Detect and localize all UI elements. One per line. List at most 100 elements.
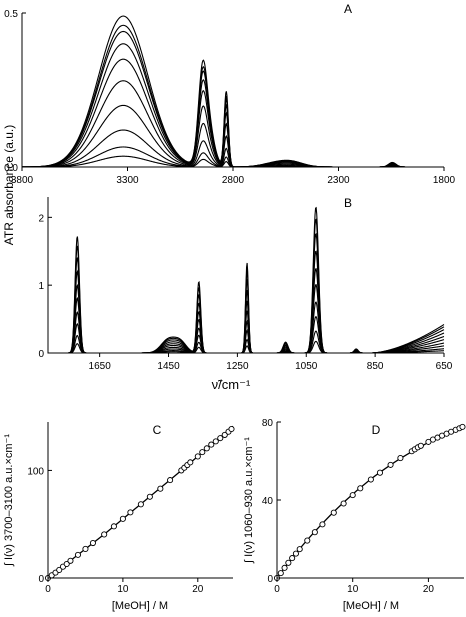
- panel-c-x-tick-label: 0: [45, 584, 51, 595]
- panel-b-x-tick-label: 1050: [295, 361, 318, 372]
- panel-c-y-axis-label: ∫ I(ν) 3700–3100 a.u.×cm⁻¹: [3, 434, 15, 567]
- panel-b-x-tick-label: 650: [436, 361, 453, 372]
- panel-d-x-tick-label: 20: [423, 584, 435, 595]
- panel-d-data-point: [311, 529, 318, 536]
- panel-b: 1650 1450 1250 1050 850 650 0 1 2 B ν̃/cm⁻¹: [38, 196, 452, 392]
- panel-c-data-point: [119, 515, 126, 522]
- panel-c-data-point: [146, 493, 153, 500]
- panel-a-series-line-1: [22, 155, 444, 168]
- panel-a-y-tick-label: 0.0: [4, 163, 18, 174]
- panel-b-x-tick-label: 1450: [157, 361, 180, 372]
- panel-c-data-point: [63, 560, 70, 568]
- panel-d-data-point: [387, 461, 394, 468]
- panel-d: 0 10 20 0 40 80 D [MeOH] / M ∫ I(ν) 1060–930 …: [243, 418, 466, 612]
- shared-y-axis-label: ATR absorbance (a.u.): [2, 125, 16, 246]
- panel-d-data-point: [397, 455, 404, 462]
- panel-d-label: D: [372, 423, 381, 437]
- panel-c-data-point: [194, 453, 201, 460]
- panel-d-fit: [276, 425, 465, 579]
- panel-c: 0 10 20 0 100 C [MeOH] / M ∫ I(ν) 3700–3100 …: [3, 422, 235, 612]
- panel-b-label: B: [344, 196, 352, 210]
- panel-d-data-point: [340, 500, 347, 507]
- panel-d-data-point: [292, 550, 299, 557]
- panel-d-data-point: [319, 521, 326, 528]
- panel-d-data-point: [304, 537, 311, 544]
- panel-c-x-axis-label: [MeOH] / M: [112, 600, 168, 612]
- panel-d-data-point: [417, 442, 424, 449]
- panel-d-y-axis-label: ∫ I(ν) 1060–930 a.u.×cm⁻¹: [243, 437, 255, 564]
- panel-c-label: C: [153, 423, 162, 437]
- panel-d-data-point: [357, 485, 364, 492]
- panel-d-data-point: [289, 555, 296, 562]
- panel-b-x-tick-label: 850: [367, 361, 384, 372]
- panel-d-frame: [276, 422, 464, 579]
- panel-d-y-tick-label: 0: [267, 574, 273, 585]
- panel-c-data-point: [74, 551, 82, 558]
- panel-d-data-point: [349, 492, 356, 499]
- panel-c-data-point: [199, 449, 206, 456]
- panel-b-x-axis-label: ν̃/cm⁻¹: [212, 377, 251, 392]
- panel-d-fit-line: [276, 425, 465, 579]
- panel-c-data-point: [228, 425, 235, 433]
- panel-c-y-tick-label: 100: [27, 466, 44, 477]
- panel-c-ticks: 0 10 20 0 100: [27, 466, 203, 595]
- panel-d-x-tick-label: 0: [274, 584, 280, 595]
- panel-c-data-point: [203, 445, 210, 452]
- panel-c-data-point: [157, 485, 164, 492]
- panel-a-series-line-4: [22, 104, 444, 168]
- panel-d-y-tick-label: 80: [262, 418, 274, 429]
- panel-d-data-point: [296, 546, 303, 553]
- panel-a-series-line-10: [21, 15, 444, 168]
- panel-b-series: [48, 206, 445, 354]
- panel-b-y-tick-label: 0: [38, 349, 44, 360]
- panel-a-frame: [21, 13, 444, 168]
- panel-d-ticks: 0 10 20 0 40 80: [262, 418, 435, 595]
- panel-d-data-point: [285, 559, 292, 566]
- panel-a-series-line-9: [22, 24, 444, 168]
- panel-c-x-tick-label: 20: [192, 584, 204, 595]
- panel-c-data-point: [137, 501, 144, 508]
- panel-a-label: A: [344, 2, 352, 16]
- panel-d-points: [273, 423, 466, 582]
- panel-a-x-tick-label: 3800: [11, 175, 34, 186]
- panel-c-data-point: [82, 545, 89, 553]
- panel-b-x-tick-label: 1650: [89, 361, 112, 372]
- panel-c-points: [44, 425, 235, 582]
- panel-c-data-point: [89, 539, 96, 547]
- panel-c-data-point: [208, 441, 215, 448]
- panel-b-x-tick-label: 1250: [226, 361, 249, 372]
- panel-a-x-tick-label: 2300: [327, 175, 350, 186]
- panel-a-series-line-8: [22, 30, 444, 168]
- panel-d-data-point: [277, 570, 284, 577]
- panel-a: 3800 3300 2800 2300 1800 0.0 0.5 A: [4, 2, 455, 186]
- panel-c-data-point: [167, 477, 174, 484]
- panel-a-x-tick-label: 3300: [116, 175, 139, 186]
- panel-c-data-point: [56, 566, 63, 573]
- panel-a-x-tick-label: 2800: [222, 175, 245, 186]
- panel-c-data-point: [212, 438, 219, 445]
- panel-c-data-point: [217, 435, 224, 442]
- panel-c-x-tick-label: 10: [117, 584, 129, 595]
- panel-b-y-tick-label: 2: [38, 213, 44, 224]
- panel-b-ticks: 1650 1450 1250 1050 850 650 0 1 2: [38, 213, 452, 372]
- panel-a-y-tick-label: 0.5: [4, 9, 18, 20]
- panel-c-data-point: [127, 509, 134, 516]
- panel-d-data-point: [281, 564, 288, 571]
- panel-b-y-tick-label: 1: [38, 281, 44, 292]
- panel-c-data-point: [187, 459, 194, 466]
- panel-d-x-tick-label: 10: [347, 584, 359, 595]
- panel-d-data-point: [459, 423, 466, 430]
- panel-c-y-tick-label: 0: [38, 574, 44, 585]
- panel-c-data-point: [221, 431, 228, 438]
- panel-d-y-tick-label: 40: [262, 496, 274, 507]
- panel-d-data-point: [330, 509, 337, 516]
- panel-c-data-point: [67, 557, 74, 564]
- panel-d-data-point: [367, 476, 374, 483]
- panel-a-x-tick-label: 1800: [433, 175, 456, 186]
- panel-a-ticks: 3800 3300 2800 2300 1800 0.0 0.5: [4, 9, 455, 186]
- panel-c-data-point: [110, 523, 117, 530]
- panel-a-series-line-6: [21, 58, 444, 168]
- panel-d-data-point: [376, 469, 384, 476]
- panel-d-x-axis-label: [MeOH] / M: [343, 600, 399, 612]
